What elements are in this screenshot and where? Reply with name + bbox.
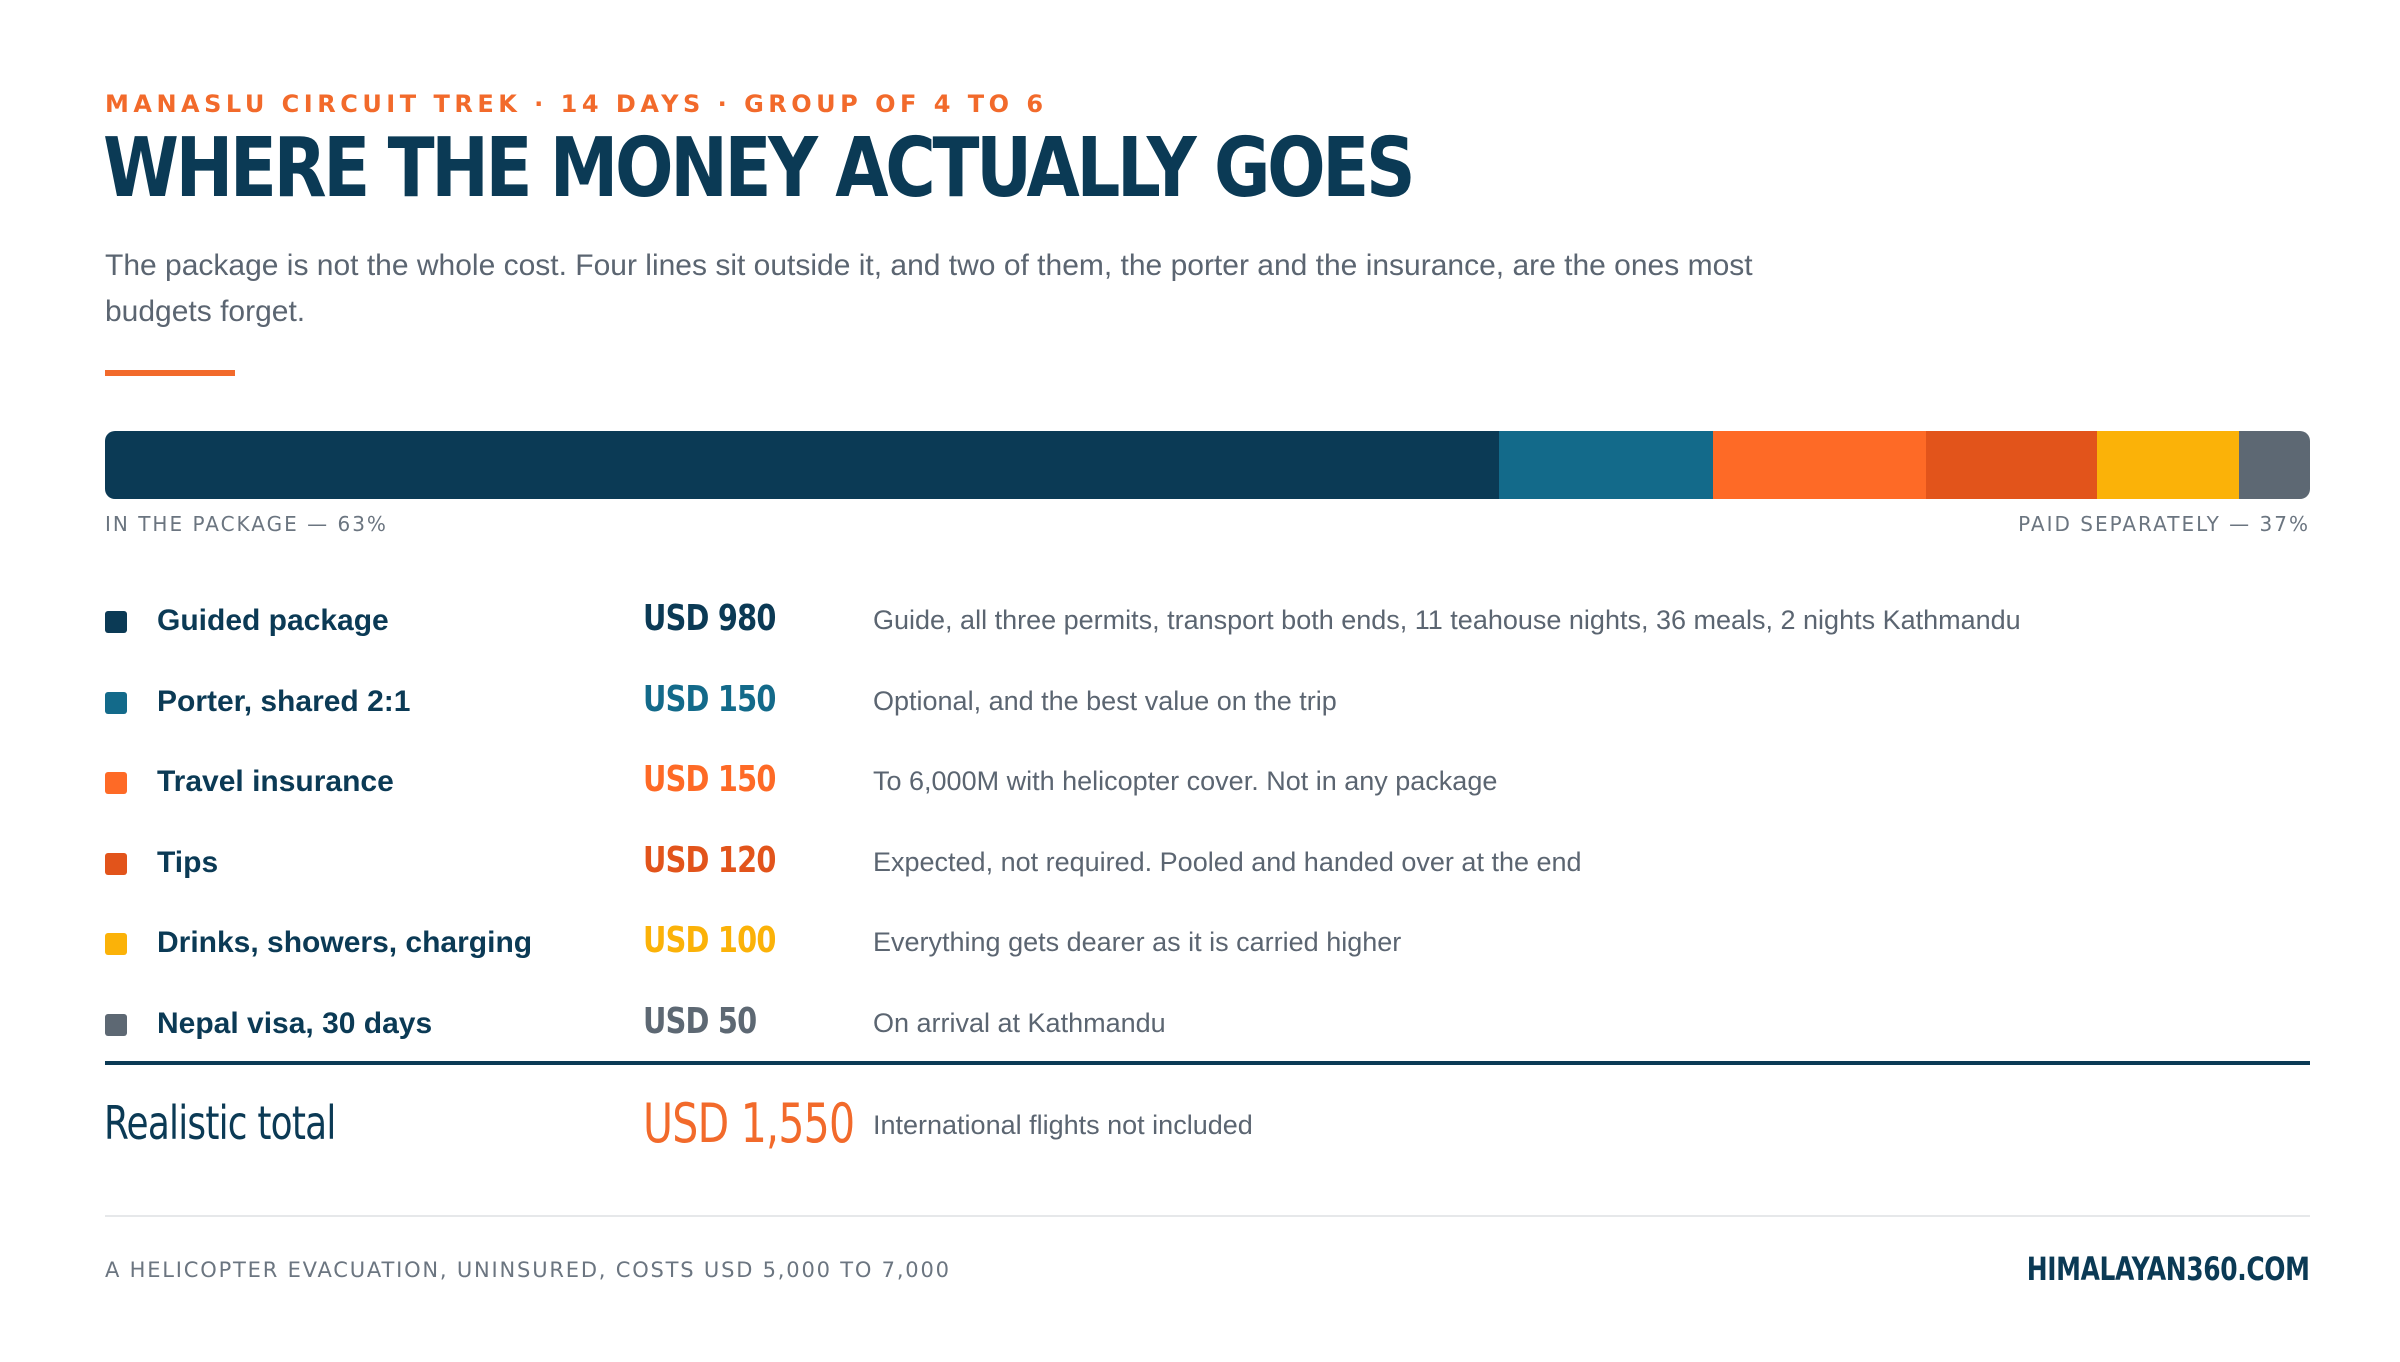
row-note: On arrival at Kathmandu — [873, 1008, 1166, 1038]
row-value: USD 100 — [643, 920, 776, 962]
row-label: Travel insurance — [157, 765, 394, 799]
row-note: Guide, all three permits, transport both… — [873, 605, 2021, 635]
bar-segment-3 — [1712, 431, 1927, 499]
row-value: USD 50 — [643, 1001, 757, 1042]
footer-divider — [105, 1215, 2310, 1217]
page-title: WHERE THE MONEY ACTUALLY GOES — [103, 121, 1416, 216]
row-label: Nepal visa, 30 days — [157, 1007, 433, 1040]
list-item: Guided package USD 980 Guide, all three pe… — [105, 594, 2310, 650]
row-label: Tips — [157, 845, 219, 879]
bar-segment-4 — [1925, 431, 2098, 499]
footer-note: A HELICOPTER EVACUATION, UNINSURED, COST… — [105, 1258, 951, 1282]
intro-paragraph: The package is not the whole cost. Four … — [105, 249, 1753, 328]
row-note: Everything gets dearer as it is carried … — [873, 927, 1402, 958]
row-value: USD 150 — [643, 759, 776, 801]
accent-rule — [105, 370, 235, 376]
list-item: Drinks, showers, charging USD 100 Everythi… — [105, 916, 2310, 972]
bar-segment-6 — [2238, 431, 2310, 499]
row-label: Porter, shared 2:1 — [157, 684, 411, 718]
row-value: USD 120 — [643, 839, 776, 881]
total-value: USD 1,550 — [643, 1092, 855, 1155]
row-note: Expected, not required. Pooled and hande… — [873, 846, 1582, 877]
bar-segment-2 — [1499, 431, 1713, 499]
legend-swatch — [105, 772, 127, 795]
legend-swatch — [105, 852, 127, 875]
bar-caption-separate: PAID SEPARATELY — 37% — [2018, 512, 2310, 536]
total-label: Realistic total — [104, 1096, 336, 1150]
row-value: USD 980 — [643, 598, 776, 639]
legend-swatch — [105, 933, 127, 956]
legend-swatch — [105, 691, 127, 714]
legend-swatch — [105, 1014, 127, 1036]
list-item: Nepal visa, 30 days USD 50 On arrival at K… — [105, 997, 2310, 1053]
row-value: USD 150 — [643, 678, 776, 720]
legend-swatch — [105, 611, 127, 633]
row-label: Guided package — [157, 604, 389, 637]
row-note: To 6,000M with helicopter cover. Not in … — [873, 766, 1498, 797]
row-note: Optional, and the best value on the trip — [873, 685, 1337, 716]
total-divider — [105, 1061, 2310, 1065]
footer-brand-link[interactable]: HIMALAYAN360.COM — [2027, 1250, 2310, 1288]
stacked-cost-bar — [105, 431, 2310, 499]
list-item: Tips USD 120 Expected, not required. Poole… — [105, 836, 2310, 892]
bar-segment-1 — [105, 431, 1500, 499]
eyebrow-label: MANASLU CIRCUIT TREK · 14 DAYS · GROUP O… — [105, 90, 1048, 118]
bar-segment-5 — [2096, 431, 2240, 499]
total-note: International flights not included — [873, 1110, 1253, 1140]
bar-caption-package: IN THE PACKAGE — 63% — [105, 512, 388, 536]
list-item: Travel insurance USD 150 To 6,000M with he… — [105, 755, 2310, 811]
list-item: Porter, shared 2:1 USD 150 Optional, and t… — [105, 675, 2310, 731]
row-label: Drinks, showers, charging — [157, 926, 533, 960]
